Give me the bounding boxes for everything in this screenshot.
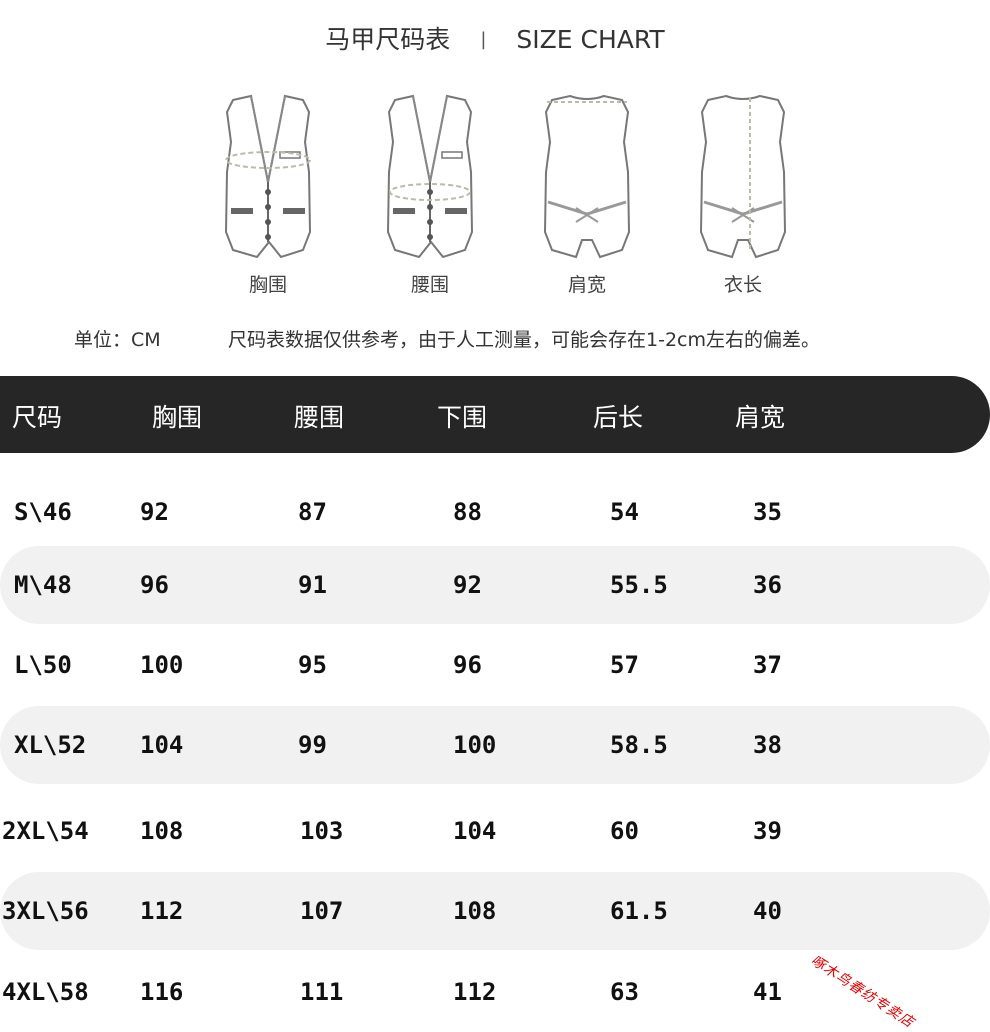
diagram-label-shoulder-width: 肩宽 — [567, 274, 606, 296]
row-band — [0, 872, 990, 950]
vest-diagram-chest — [224, 94, 312, 259]
value-cell: 107 — [300, 897, 344, 925]
value-cell: 112 — [140, 897, 184, 925]
value-cell: 38 — [753, 731, 782, 759]
value-cell: 92 — [453, 571, 482, 599]
value-cell: 63 — [610, 978, 639, 1006]
diagram-label-length: 衣长 — [723, 274, 762, 296]
column-header: 腰围 — [294, 403, 345, 432]
value-cell: 57 — [610, 651, 639, 679]
value-cell: 92 — [140, 498, 169, 526]
watermark: 啄木鸟春纺专卖店 — [807, 952, 918, 1032]
column-header: 胸围 — [152, 403, 203, 432]
size-cell: M\48 — [14, 571, 72, 599]
title-separator: | — [480, 29, 487, 50]
value-cell: 40 — [753, 897, 782, 925]
column-header: 肩宽 — [735, 403, 786, 432]
value-cell: 100 — [453, 731, 497, 759]
value-cell: 108 — [453, 897, 497, 925]
value-cell: 112 — [453, 978, 497, 1006]
value-cell: 104 — [140, 731, 184, 759]
diagram-label-waist: 腰围 — [410, 274, 449, 296]
value-cell: 61.5 — [610, 897, 668, 925]
value-cell: 35 — [753, 498, 782, 526]
value-cell: 54 — [610, 498, 639, 526]
value-cell: 88 — [453, 498, 482, 526]
unit-label: 单位：CM — [74, 329, 161, 351]
page-title: 马甲尺码表 | SIZE CHART — [0, 20, 990, 56]
size-cell: XL\52 — [14, 731, 87, 759]
value-cell: 87 — [298, 498, 327, 526]
value-cell: 100 — [140, 651, 184, 679]
row-band — [0, 706, 990, 784]
value-cell: 103 — [300, 817, 344, 845]
measurement-note: 尺码表数据仅供参考，由于人工测量，可能会存在1-2cm左右的偏差。 — [228, 329, 820, 351]
vest-diagram-shoulder-width — [543, 94, 631, 259]
size-cell: L\50 — [14, 651, 72, 679]
size-cell: 4XL\58 — [2, 978, 89, 1006]
row-band — [0, 546, 990, 624]
value-cell: 96 — [453, 651, 482, 679]
value-cell: 41 — [753, 978, 782, 1006]
value-cell: 91 — [298, 571, 327, 599]
column-header: 尺码 — [12, 403, 63, 432]
value-cell: 37 — [753, 651, 782, 679]
diagram-label-chest: 胸围 — [248, 274, 287, 296]
column-header: 下围 — [437, 403, 488, 432]
value-cell: 111 — [300, 978, 344, 1006]
column-header: 后长 — [593, 403, 644, 432]
value-cell: 60 — [610, 817, 639, 845]
title-cn: 马甲尺码表 — [325, 25, 451, 54]
value-cell: 99 — [298, 731, 327, 759]
value-cell: 95 — [298, 651, 327, 679]
value-cell: 116 — [140, 978, 184, 1006]
size-cell: 2XL\54 — [2, 817, 89, 845]
title-en: SIZE CHART — [516, 25, 665, 54]
size-cell: S\46 — [14, 498, 72, 526]
value-cell: 104 — [453, 817, 497, 845]
value-cell: 55.5 — [610, 571, 668, 599]
value-cell: 36 — [753, 571, 782, 599]
value-cell: 58.5 — [610, 731, 668, 759]
value-cell: 39 — [753, 817, 782, 845]
value-cell: 96 — [140, 571, 169, 599]
vest-diagram-length — [699, 94, 787, 259]
table-header — [0, 376, 990, 453]
vest-diagram-waist — [386, 94, 474, 259]
value-cell: 108 — [140, 817, 184, 845]
size-cell: 3XL\56 — [2, 897, 89, 925]
